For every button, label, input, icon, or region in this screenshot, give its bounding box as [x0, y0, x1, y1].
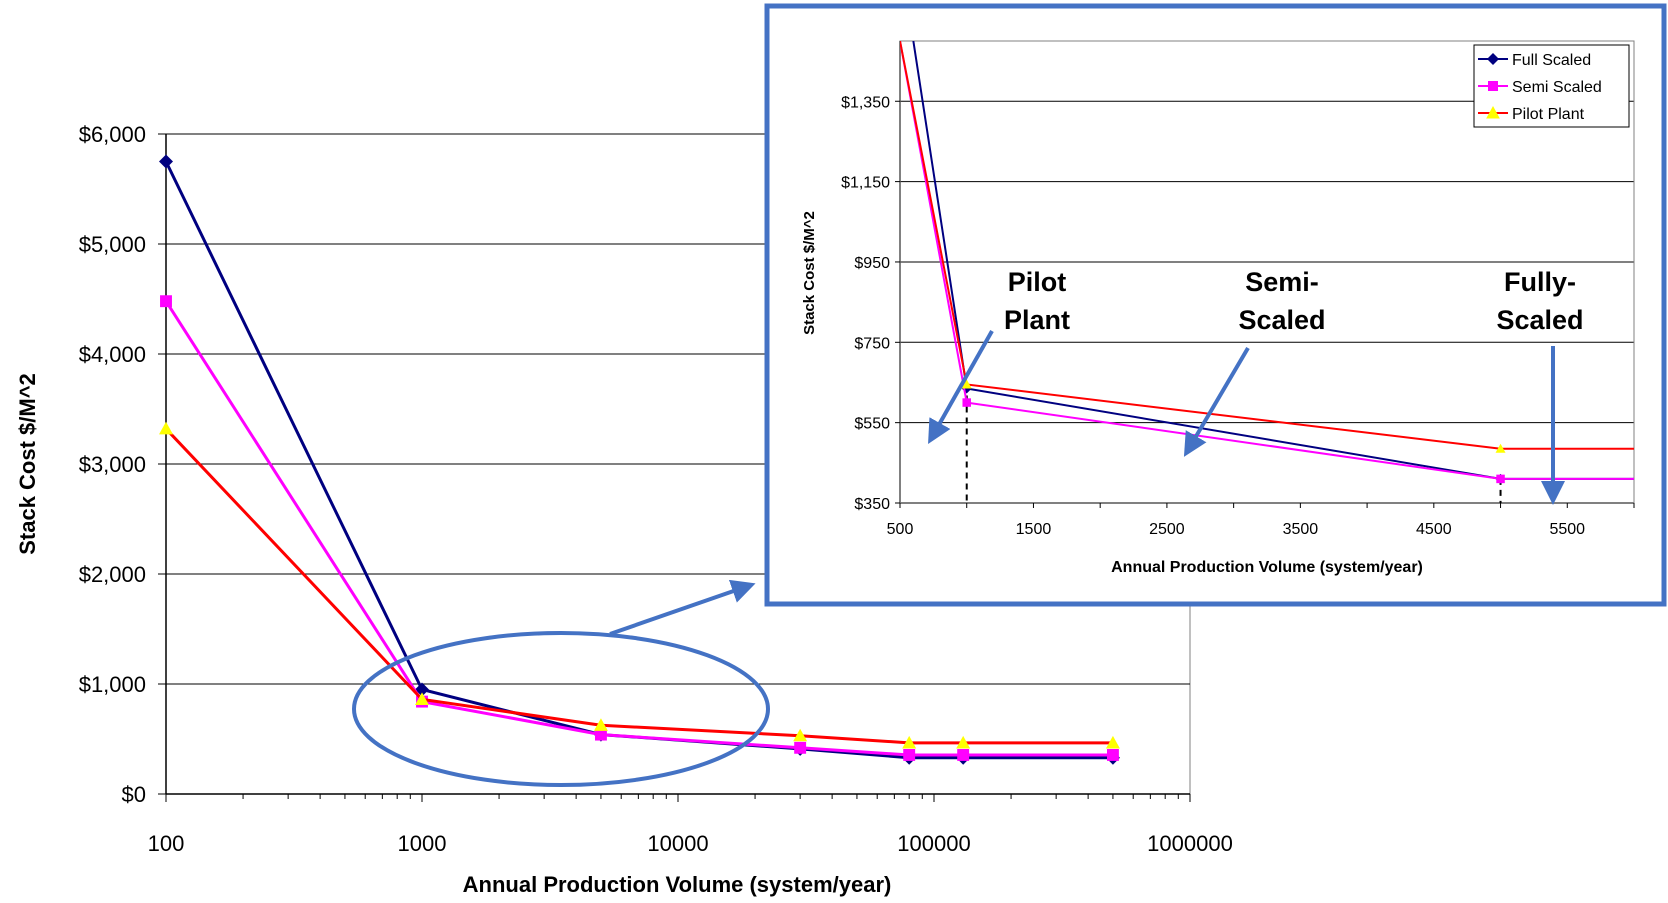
annotation-pilot-plant: Pilot Plant: [928, 267, 1070, 444]
inset-y-tick-label: $350: [854, 496, 890, 513]
legend-label-semi-scaled: Semi Scaled: [1512, 79, 1602, 96]
main-point-pilot-plant: [902, 735, 917, 749]
inset-point-pilot-plant: [1495, 443, 1506, 453]
main-y-tick-label: $0: [122, 782, 146, 807]
zoom-ellipse: [352, 631, 770, 787]
legend-label-full-scaled: Full Scaled: [1512, 52, 1591, 69]
inset-legend: Full Scaled Semi Scaled Pilot Plant: [1473, 44, 1630, 128]
inset-series: [900, 41, 1634, 484]
annotation-fully-scaled-line1: Fully-: [1504, 267, 1576, 297]
main-y-tick-label: $4,000: [79, 342, 146, 367]
inset-x-tick-label: 3500: [1283, 521, 1319, 538]
inset-x-tick-label: 2500: [1149, 521, 1185, 538]
annotation-pilot-plant-line2: Plant: [1004, 305, 1070, 335]
main-point-semi-scaled: [794, 741, 807, 754]
annotation-semi-scaled-line1: Semi-: [1245, 267, 1319, 297]
main-y-tick-label: $6,000: [79, 122, 146, 147]
main-point-pilot-plant: [956, 735, 971, 749]
legend-entry-full-scaled: Full Scaled: [1478, 52, 1591, 69]
inset-x-tick-label: 4500: [1416, 521, 1452, 538]
main-x-tick-label: 100000: [897, 831, 970, 856]
main-point-semi-scaled: [594, 728, 607, 741]
inset-y-tick-label: $550: [854, 416, 890, 433]
zoom-connector-arrow: [609, 579, 756, 636]
main-x-tick-label: 100: [148, 831, 185, 856]
main-point-semi-scaled: [903, 749, 916, 761]
inset-y-tick-label: $1,350: [841, 94, 890, 111]
inset-x-tick-label: 500: [887, 521, 914, 538]
inset-y-tick-label: $950: [854, 255, 890, 272]
main-point-semi-scaled: [160, 295, 172, 308]
main-point-semi-scaled: [1106, 749, 1119, 761]
main-point-full-scaled: [415, 682, 429, 697]
main-x-tick-labels: 100 1000 10000 100000 1000000: [148, 794, 1233, 856]
inset-line-pilot-plant: [900, 41, 1634, 450]
main-y-tick-label: $5,000: [79, 232, 146, 257]
main-x-axis-label: Annual Production Volume (system/year): [463, 872, 892, 897]
main-series: [159, 154, 1120, 765]
inset-point-semi-scaled: [962, 398, 971, 407]
annotation-fully-scaled-line2: Scaled: [1496, 305, 1583, 335]
main-x-tick-label: 10000: [647, 831, 708, 856]
inset-x-tick-label: 1500: [1016, 521, 1052, 538]
legend-entry-semi-scaled: Semi Scaled: [1478, 79, 1602, 96]
main-y-tick-label: $1,000: [79, 672, 146, 697]
main-point-pilot-plant: [415, 692, 429, 705]
inset-series-semi-scaled: [900, 41, 1634, 484]
legend-label-pilot-plant: Pilot Plant: [1512, 106, 1585, 123]
main-x-tick-label: 1000: [398, 831, 447, 856]
main-x-tick-label: 1000000: [1147, 831, 1233, 856]
inset-y-tick-label: $1,150: [841, 175, 890, 192]
main-point-pilot-plant: [1105, 735, 1120, 749]
inset-y-tick-labels: $350 $550 $750 $950 $1,150 $1,350: [841, 94, 900, 513]
main-series-pilot-plant: [159, 421, 1120, 749]
main-y-tick-label: $2,000: [79, 562, 146, 587]
main-point-full-scaled: [159, 154, 173, 169]
inset-x-tick-labels: 500 1500 2500 3500 4500 5500: [887, 503, 1635, 538]
annotation-pilot-plant-line1: Pilot: [1008, 267, 1067, 297]
annotation-semi-scaled: Semi- Scaled: [1183, 267, 1326, 457]
inset-x-tick-label: 5500: [1549, 521, 1585, 538]
main-point-pilot-plant: [793, 728, 808, 742]
main-point-pilot-plant: [593, 718, 608, 731]
annotation-semi-scaled-line2: Scaled: [1238, 305, 1325, 335]
inset-series-pilot-plant: [900, 41, 1634, 453]
main-point-semi-scaled: [957, 749, 970, 761]
inset-line-semi-scaled: [900, 41, 1634, 480]
main-y-axis-label: Stack Cost $/M^2: [15, 373, 40, 555]
inset-point-semi-scaled: [1496, 474, 1505, 484]
inset-y-tick-label: $750: [854, 335, 890, 352]
inset-x-axis-label: Annual Production Volume (system/year): [1111, 559, 1423, 576]
inset-plot-area: [899, 40, 1635, 504]
inset-chart: $350 $550 $750 $950 $1,150 $1,350 500 1500 2500…: [764, 3, 1667, 607]
main-y-tick-label: $3,000: [79, 452, 146, 477]
main-point-pilot-plant: [159, 421, 173, 435]
main-y-tick-labels: $0 $1,000 $2,000 $3,000 $4,000 $5,000 $6,000: [79, 122, 166, 807]
inset-point-pilot-plant: [961, 379, 972, 389]
annotation-semi-scaled-arrow: [1183, 346, 1250, 457]
legend-entry-pilot-plant: Pilot Plant: [1478, 105, 1585, 123]
annotation-pilot-plant-arrow: [928, 330, 994, 444]
annotation-fully-scaled: Fully- Scaled: [1496, 267, 1584, 505]
inset-y-axis-label: Stack Cost $/M^2: [801, 211, 818, 335]
